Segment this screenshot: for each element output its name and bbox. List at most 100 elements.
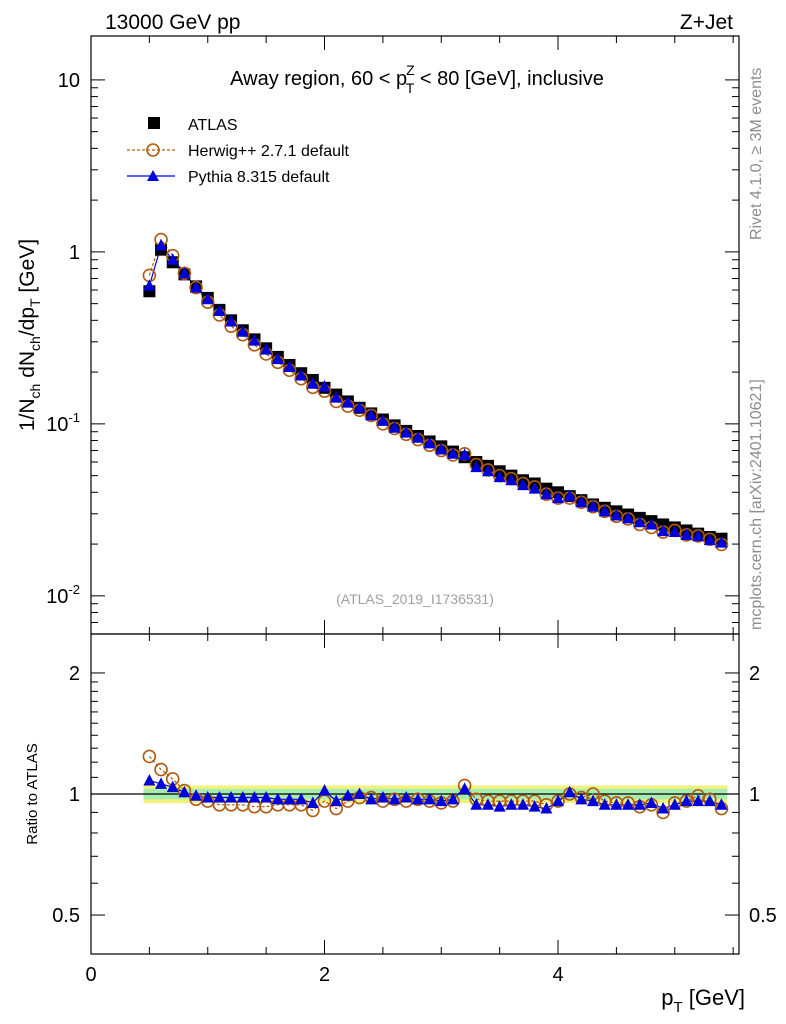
pythia-point xyxy=(470,460,483,473)
pythia-point xyxy=(236,325,249,337)
pythia-point xyxy=(283,360,296,373)
pythia-point xyxy=(376,414,389,426)
legend-item-pythia: Pythia 8.315 default xyxy=(127,169,330,186)
pythia-ratio-point xyxy=(446,792,459,805)
herwig-point xyxy=(703,532,717,547)
beam-label: 13000 GeV pp xyxy=(105,11,240,34)
pythia-point xyxy=(540,487,553,500)
pythia-ratio-point xyxy=(236,791,249,803)
pythia-ratio-point xyxy=(283,792,296,805)
pythia-point xyxy=(225,314,238,327)
ratio-y-tick-label-right: 1 xyxy=(749,784,760,806)
pythia-ratio-point xyxy=(248,791,261,803)
legend-label-pythia: Pythia 8.315 default xyxy=(188,169,330,186)
pythia-point xyxy=(155,238,168,251)
legend-marker-triangle xyxy=(147,170,159,181)
pythia-point xyxy=(505,473,518,486)
legend-item-atlas: ATLAS xyxy=(148,117,238,134)
pythia-ratio-point xyxy=(470,798,483,810)
pythia-point xyxy=(271,352,284,365)
pythia-point xyxy=(435,442,448,455)
pythia-ratio-point xyxy=(365,792,378,805)
x-tick-label: 2 xyxy=(319,964,330,986)
legend-item-herwig: Herwig++ 2.7.1 default xyxy=(127,143,350,160)
pythia-point xyxy=(400,426,413,438)
pythia-point xyxy=(388,421,401,433)
pythia-point xyxy=(306,377,319,389)
legend-marker-circle xyxy=(146,143,160,157)
pythia-point xyxy=(610,509,623,521)
pythia-point xyxy=(645,517,658,530)
pythia-point xyxy=(295,369,308,381)
pythia-ratio-point xyxy=(213,791,226,803)
pythia-point xyxy=(528,482,541,494)
pythia-point xyxy=(598,504,611,517)
pythia-point xyxy=(563,489,576,502)
pythia-point xyxy=(201,292,214,305)
y-tick-label: 10 xyxy=(58,70,80,92)
ratio-panel-frame xyxy=(90,633,740,955)
pythia-point xyxy=(481,464,494,477)
pythia-point xyxy=(633,515,646,528)
pythia-point xyxy=(213,304,226,317)
analysis-watermark: (ATLAS_2019_I1736531) xyxy=(336,591,494,607)
x-tick-label: 0 xyxy=(85,964,96,986)
ratio-y-tick-label-right: 2 xyxy=(749,663,760,685)
pythia-point xyxy=(680,528,693,540)
ratio-y-tick-label: 0.5 xyxy=(52,905,80,927)
pythia-point xyxy=(178,266,191,279)
pythia-point xyxy=(458,448,471,460)
ratio-y-tick-label: 1 xyxy=(69,784,80,806)
plot-title: Away region, 60 < pZ T < 80 [GeV], inclus… xyxy=(230,62,604,96)
pythia-line xyxy=(148,244,722,544)
ratio-y-tick-label-right: 0.5 xyxy=(749,905,777,927)
legend: ATLAS Herwig++ 2.7.1 default Pythia 8.31… xyxy=(127,117,350,186)
pythia-ratio-point xyxy=(598,798,611,810)
pythia-ratio-point xyxy=(411,792,424,805)
pythia-ratio-point xyxy=(517,798,529,810)
pythia-ratio-point xyxy=(376,791,389,803)
ratio-y-axis-label: Ratio to ATLAS xyxy=(24,743,41,844)
pythia-ratio-point xyxy=(435,794,448,807)
pythia-point xyxy=(143,279,156,291)
pythia-point xyxy=(446,447,459,459)
svg-text:Away region, 60 < pZT < 80 [Ge: Away region, 60 < pZ T < 80 [GeV], inclus… xyxy=(230,62,604,96)
pythia-ratio-point xyxy=(155,777,168,789)
pythia-ratio-point xyxy=(528,800,541,812)
pythia-point xyxy=(703,533,716,546)
pythia-ratio-point xyxy=(143,774,156,786)
pythia-ratio-point xyxy=(540,802,553,814)
legend-label-herwig: Herwig++ 2.7.1 default xyxy=(188,143,350,160)
pythia-ratio-point xyxy=(703,794,716,807)
pythia-ratio-point xyxy=(190,789,203,801)
y-tick-label: 1 xyxy=(69,242,80,264)
pythia-point xyxy=(411,431,424,443)
pythia-ratio-point xyxy=(166,780,179,793)
x-axis-label: pT [GeV] xyxy=(661,985,745,1016)
pythia-ratio-point xyxy=(552,794,565,807)
x-tick-label: 4 xyxy=(552,964,563,986)
rivet-info: Rivet 4.1.0, ≥ 3M events xyxy=(748,68,765,240)
legend-marker-square xyxy=(148,117,160,129)
pythia-point xyxy=(692,529,705,542)
pythia-ratio-point xyxy=(715,798,728,810)
main-y-axis-label: 1/Nch dNch/dpT [GeV] xyxy=(16,239,43,431)
pythia-ratio-point xyxy=(505,798,518,810)
pythia-point xyxy=(622,511,635,524)
pythia-ratio-point xyxy=(458,782,471,794)
y-tick-label: 10-2 xyxy=(46,582,80,608)
pythia-ratio-point xyxy=(388,792,401,805)
svg-text:pT [GeV]: pT [GeV] xyxy=(661,985,745,1016)
pythia-ratio-point xyxy=(178,785,191,798)
pythia-ratio-point xyxy=(260,791,273,803)
pythia-ratio-point xyxy=(330,794,343,807)
pythia-ratio-point xyxy=(271,792,284,805)
site-info: mcplots.cern.ch [arXiv:2401.10621] xyxy=(748,379,765,630)
pythia-ratio-point xyxy=(587,794,600,807)
pythia-point xyxy=(365,408,378,421)
pythia-point xyxy=(190,281,203,293)
pythia-ratio-point xyxy=(668,798,681,810)
pythia-point xyxy=(715,536,728,548)
pythia-point xyxy=(552,491,565,504)
pythia-ratio-point xyxy=(563,785,576,798)
